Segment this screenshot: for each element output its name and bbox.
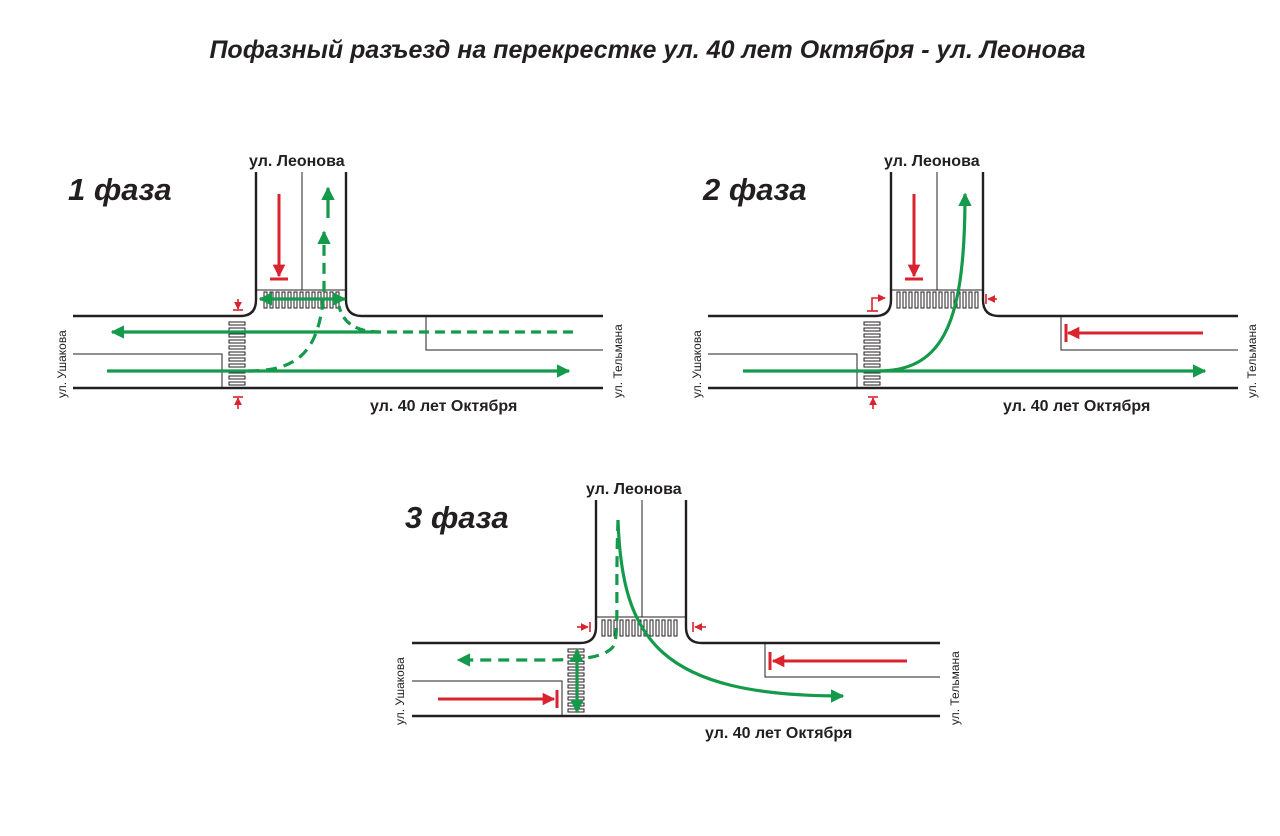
phase-3-diagram: [412, 500, 940, 718]
phase-3-street-main: ул. 40 лет Октября: [705, 725, 853, 742]
phase-3-lane-lines: [412, 500, 940, 716]
phase-1-diagram: [73, 172, 603, 409]
phase-2-street-north: ул. Леонова: [884, 153, 980, 170]
phase-3-label: 3 фаза: [405, 500, 509, 535]
phase-3-crosswalk-north: [601, 619, 678, 637]
phase-2-label: 2 фаза: [703, 172, 807, 207]
phase-1-ped-stop-marks: [233, 299, 243, 409]
phase-3-green-arrows: [456, 519, 845, 714]
phase-1-street-main: ул. 40 лет Октября: [370, 398, 518, 415]
phase-2-lane-lines: [708, 172, 1238, 388]
phase-2-ped-stop-marks: [867, 294, 997, 409]
phase-1-green-arrows: [107, 186, 573, 378]
phase-2-crosswalk-north: [896, 291, 979, 309]
phase-3-street-north: ул. Леонова: [586, 481, 682, 498]
phase-2-street-main: ул. 40 лет Октября: [1003, 398, 1151, 415]
page-title: Пофазный разъезд на перекрестке ул. 40 л…: [209, 36, 1086, 64]
phase-1-lane-lines: [73, 172, 603, 388]
phase-2-diagram: [708, 172, 1238, 409]
phase-2-road: [708, 172, 1238, 390]
phase-1-road: [73, 172, 603, 390]
phase-1-street-north: ул. Леонова: [249, 153, 345, 170]
phase-2-green-arrows: [743, 192, 1207, 378]
phase-1-red-stops: [270, 194, 288, 281]
phase-2-red-stops: [905, 194, 1203, 342]
phase-3-ped-stop-marks: [577, 622, 706, 632]
phase-2-crosswalk-west: [863, 321, 881, 386]
phase-1-label: 1 фаза: [68, 172, 172, 207]
phase-3-road: [412, 500, 940, 718]
phase-3-red-stops: [438, 652, 907, 708]
